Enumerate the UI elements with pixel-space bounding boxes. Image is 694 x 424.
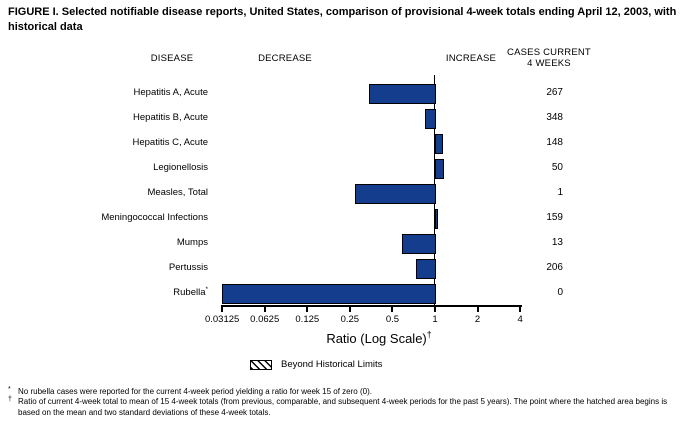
x-axis-tick-mark (306, 305, 309, 312)
ratio-bar (435, 133, 443, 154)
cases-current-value: 50 (551, 161, 563, 173)
footnote-asterisk-text: No rubella cases were reported for the c… (18, 387, 372, 396)
x-axis-tick-mark (263, 305, 266, 312)
x-axis-tick-mark (391, 305, 394, 312)
column-header-cases-line1: CASES CURRENT (507, 47, 591, 58)
x-axis-tick-label: 0.25 (340, 314, 360, 325)
ratio-bar (354, 183, 436, 204)
cases-current-value: 1 (557, 186, 563, 198)
column-header-cases-line2: 4 WEEKS (527, 58, 571, 70)
row-label: Rubella* (173, 285, 208, 298)
ratio-bar (435, 208, 439, 229)
footnote-asterisk: * No rubella cases were reported for the… (8, 386, 690, 397)
x-axis-title-dagger: † (426, 329, 432, 340)
x-axis-tick-label: 0.03125 (204, 314, 240, 325)
legend-label: Beyond Historical Limits (281, 359, 383, 370)
ratio-bar (415, 258, 436, 279)
row-label: Pertussis (168, 262, 208, 273)
footnote-asterisk-marker: * (8, 386, 11, 393)
column-header-disease: DISEASE (150, 53, 194, 64)
row-label: Hepatitis A, Acute (133, 87, 208, 98)
x-axis-tick-mark (519, 305, 522, 312)
row-label-superscript: * (205, 285, 208, 293)
x-axis-tick-mark (348, 305, 351, 312)
cases-current-value: 159 (546, 211, 563, 223)
cases-current-value: 0 (557, 286, 563, 298)
x-axis-tick-label: 0.125 (295, 314, 320, 325)
figure-title: FIGURE I. Selected notifiable disease re… (8, 6, 677, 33)
x-axis-title: Ratio (Log Scale)† (221, 329, 537, 346)
row-label: Mumps (176, 237, 208, 248)
x-axis-title-text: Ratio (Log Scale) (326, 331, 427, 346)
row-label: Measles, Total (147, 187, 208, 198)
cases-current-value: 206 (546, 261, 563, 273)
x-axis-tick-label: 1 (432, 314, 438, 325)
x-axis-tick-mark (221, 305, 224, 312)
hatched-swatch-icon (250, 359, 272, 370)
cases-current-value: 13 (551, 236, 563, 248)
cases-current-value: 148 (546, 136, 563, 148)
ratio-bar (368, 83, 436, 104)
ratio-bar (435, 158, 444, 179)
footnotes: * No rubella cases were reported for the… (8, 386, 690, 418)
x-axis-tick-mark (434, 305, 436, 312)
column-header-increase: INCREASE (445, 53, 497, 64)
cases-current-value: 348 (546, 111, 563, 123)
footnote-dagger: † Ratio of current 4-week total to mean … (8, 396, 690, 418)
x-axis-tick-label: 4 (517, 314, 523, 325)
row-label: Hepatitis C, Acute (132, 137, 208, 148)
x-axis-tick-label: 2 (474, 314, 481, 325)
legend: Beyond Historical Limits (250, 358, 382, 371)
column-header-decrease: DECREASE (258, 53, 312, 64)
x-axis-tick-mark (476, 305, 479, 312)
x-axis-tick-label: 0.5 (385, 314, 400, 325)
ratio-bar (222, 283, 436, 304)
row-label: Meningococcal Infections (101, 212, 208, 223)
x-axis-line (221, 305, 522, 307)
footnote-dagger-text: Ratio of current 4-week total to mean of… (18, 397, 668, 417)
ratio-bar (401, 233, 436, 254)
footnote-dagger-marker: † (8, 396, 12, 404)
row-label: Legionellosis (153, 162, 208, 173)
cases-current-value: 267 (546, 86, 563, 98)
x-axis-tick-label: 0.0625 (250, 314, 280, 325)
row-label: Hepatitis B, Acute (133, 112, 208, 123)
column-header-cases-current: CASES CURRENT 4 WEEKS (489, 47, 609, 70)
ratio-bar (425, 108, 436, 129)
